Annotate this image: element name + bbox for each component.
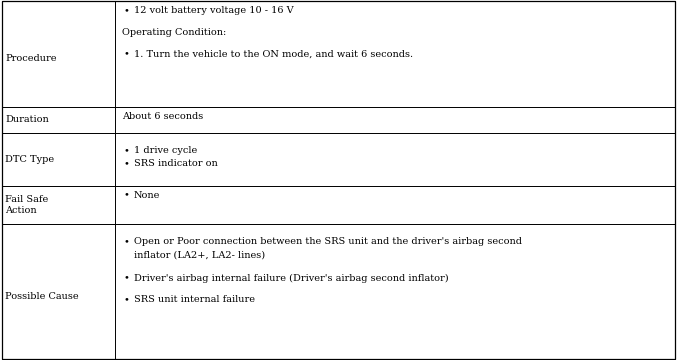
- Text: 1. Turn the vehicle to the ON mode, and wait 6 seconds.: 1. Turn the vehicle to the ON mode, and …: [134, 49, 413, 58]
- Text: •: •: [123, 49, 129, 58]
- Text: None: None: [134, 191, 160, 200]
- Text: •: •: [123, 295, 129, 304]
- Text: •: •: [123, 238, 129, 247]
- Text: About 6 seconds: About 6 seconds: [122, 112, 203, 121]
- Text: SRS indicator on: SRS indicator on: [134, 159, 218, 168]
- Text: Open or Poor connection between the SRS unit and the driver's airbag second: Open or Poor connection between the SRS …: [134, 238, 522, 247]
- Text: Possible Cause: Possible Cause: [5, 292, 79, 301]
- Text: •: •: [123, 146, 129, 155]
- Text: Driver's airbag internal failure (Driver's airbag second inflator): Driver's airbag internal failure (Driver…: [134, 274, 449, 283]
- Bar: [2, 107, 675, 133]
- Text: inflator (LA2+, LA2- lines): inflator (LA2+, LA2- lines): [134, 251, 265, 260]
- Text: DTC Type: DTC Type: [5, 155, 55, 164]
- Text: •: •: [123, 191, 129, 200]
- Text: SRS unit internal failure: SRS unit internal failure: [134, 295, 255, 304]
- Text: Fail Safe
Action: Fail Safe Action: [5, 195, 49, 215]
- Text: Procedure: Procedure: [5, 54, 57, 63]
- Bar: [2, 186, 675, 224]
- Text: •: •: [123, 159, 129, 168]
- Text: Operating Condition:: Operating Condition:: [122, 28, 226, 37]
- Text: 12 volt battery voltage 10 - 16 V: 12 volt battery voltage 10 - 16 V: [134, 6, 294, 15]
- Bar: [2, 224, 675, 359]
- Bar: [2, 1, 675, 107]
- Text: Duration: Duration: [5, 115, 49, 124]
- Text: •: •: [123, 6, 129, 15]
- Text: 1 drive cycle: 1 drive cycle: [134, 146, 197, 155]
- Bar: [2, 133, 675, 186]
- Text: •: •: [123, 274, 129, 283]
